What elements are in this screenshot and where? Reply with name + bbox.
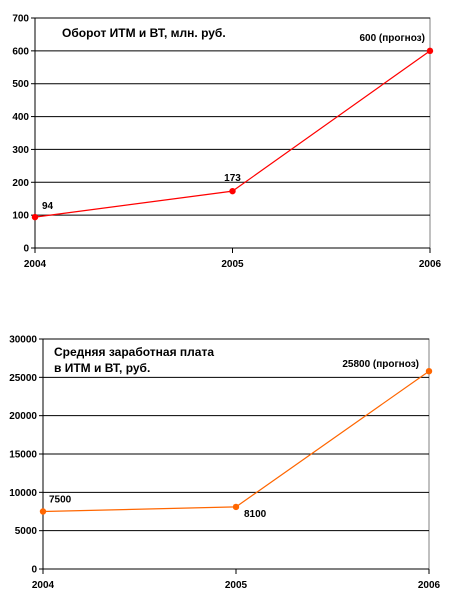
y-tick-label: 30000 [9,335,37,346]
y-tick-label: 400 [12,112,29,123]
chart2-x-axis: 2004 2005 2006 [32,568,441,591]
chart2-gridlines [42,338,430,570]
turnover-chart: 0 100 200 300 400 500 600 700 2004 2005 2006 Обор… [12,14,442,271]
data-point [229,187,236,195]
y-tick-label: 700 [12,14,29,25]
y-tick-label: 500 [12,79,29,90]
chart2-title-line1: Средняя заработная плата [54,345,214,359]
y-tick-label: 600 [12,46,29,57]
y-tick-label: 15000 [9,450,37,461]
data-label: 173 [224,173,241,184]
y-tick-label: 25000 [9,373,37,384]
x-tick-label: 2004 [32,580,55,591]
x-tick-label: 2004 [24,259,47,270]
x-tick-label: 2005 [221,259,244,270]
y-tick-label: 300 [12,145,29,156]
x-tick-label: 2006 [419,259,442,270]
chart2-title-line2: в ИТМ и ВТ, руб. [54,361,150,375]
y-tick-label: 0 [31,565,37,576]
y-tick-label: 5000 [15,526,38,537]
data-point [426,47,434,55]
chart1-x-axis: 2004 2005 2006 [24,247,442,270]
x-tick-label: 2005 [225,580,248,591]
data-point [232,503,240,511]
data-point [425,368,433,375]
y-tick-label: 10000 [9,488,37,499]
plot-area [34,17,431,249]
y-tick-label: 20000 [9,411,37,422]
data-label: 600 (прогноз) [359,33,425,44]
chart2-series: 7500 8100 25800 (прогноз) [39,359,433,520]
chart2-y-axis: 0 5000 10000 15000 20000 25000 30000 [9,335,44,576]
data-label: 94 [42,201,54,212]
data-label: 7500 [49,495,72,506]
chart1-gridlines [34,17,431,249]
data-label: 25800 (прогноз) [342,359,419,370]
data-point [31,213,39,221]
chart1-y-axis: 0 100 200 300 400 500 600 700 [12,14,36,255]
chart1-title: Оборот ИТМ и ВТ, млн. руб. [62,26,226,40]
data-label: 8100 [244,509,267,520]
y-tick-label: 100 [12,211,29,222]
y-tick-label: 0 [23,244,29,255]
x-tick-label: 2006 [418,580,441,591]
y-tick-label: 200 [12,178,29,189]
data-point [39,508,47,515]
chart1-series: 94 173 600 (прогноз) [31,33,434,221]
